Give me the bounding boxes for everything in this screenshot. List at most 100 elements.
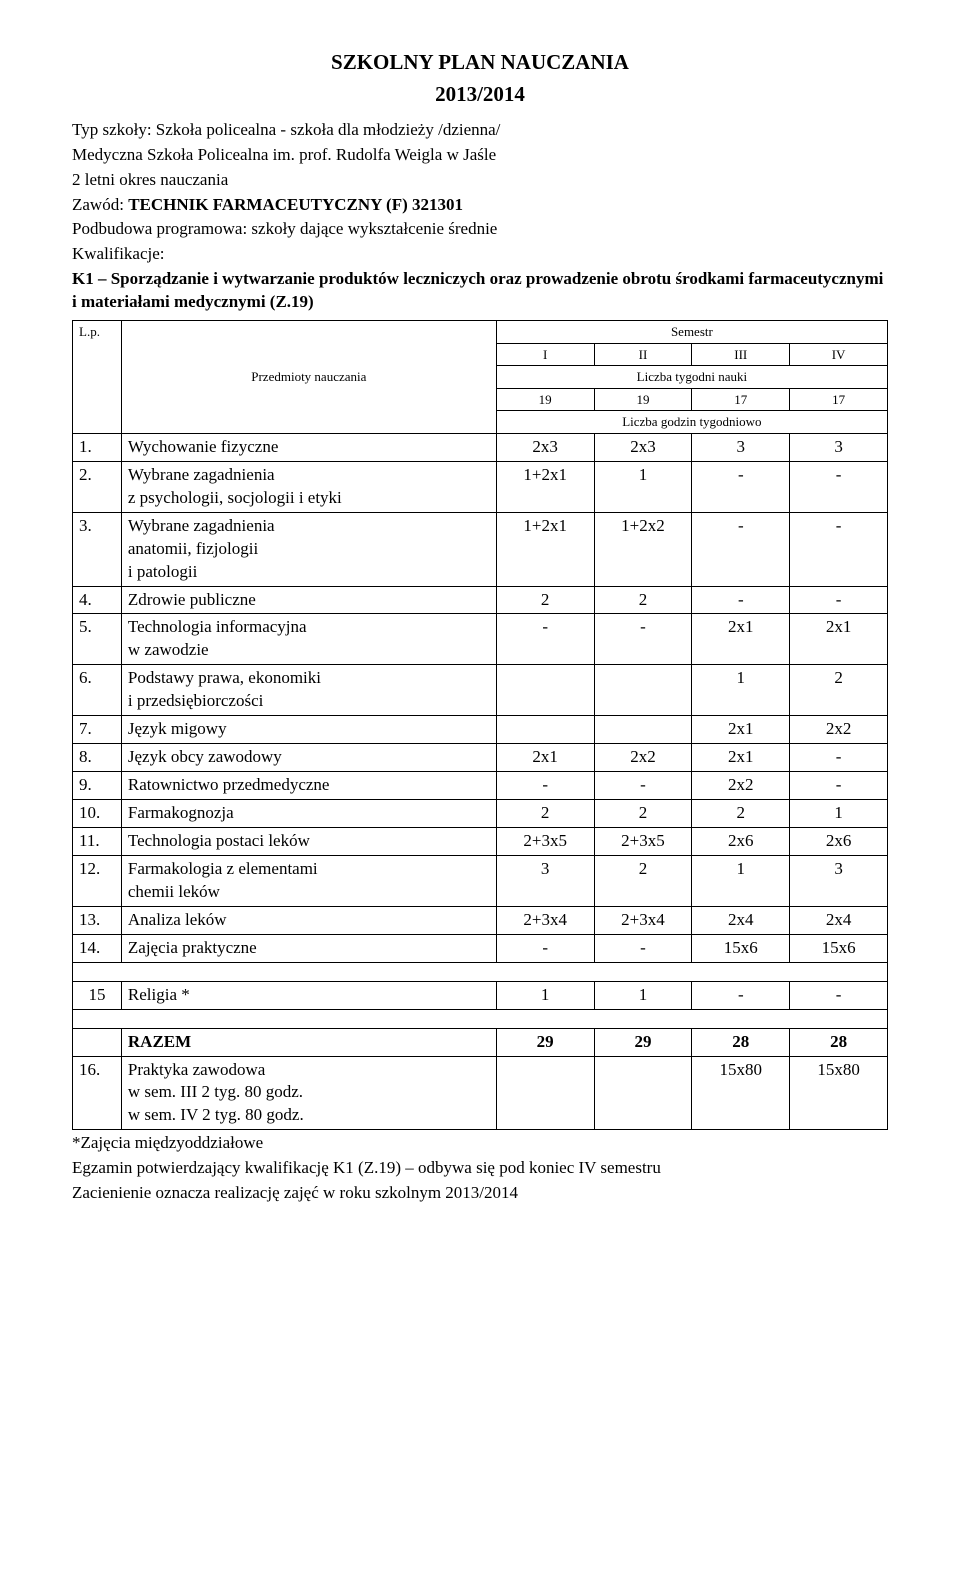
- row-subject: Podstawy prawa, ekonomiki i przedsiębior…: [121, 665, 496, 716]
- footer-2: Egzamin potwierdzający kwalifikację K1 (…: [72, 1157, 888, 1180]
- row-cell: 15x6: [790, 934, 888, 962]
- row-num: 1.: [73, 433, 122, 461]
- row-cell: 2x2: [692, 772, 790, 800]
- row-cell: 2x1: [692, 744, 790, 772]
- row-cell: 1+2x1: [496, 512, 594, 586]
- row-cell: 2: [594, 855, 692, 906]
- row-cell: 3: [496, 855, 594, 906]
- row-subject: Wybrane zagadnienia z psychologii, socjo…: [121, 461, 496, 512]
- row-cell: -: [790, 772, 888, 800]
- row-subject: Język obcy zawodowy: [121, 744, 496, 772]
- razem-name: RAZEM: [121, 1028, 496, 1056]
- razem-c1: 29: [496, 1028, 594, 1056]
- praktyka-row: 16. Praktyka zawodowa w sem. III 2 tyg. …: [73, 1056, 888, 1130]
- razem-c3: 28: [692, 1028, 790, 1056]
- row-cell: 3: [790, 855, 888, 906]
- weeks-label: Liczba tygodni nauki: [496, 366, 887, 389]
- weeks-3: 17: [692, 388, 790, 411]
- meta-line-1: Typ szkoły: Szkoła policealna - szkoła d…: [72, 119, 888, 142]
- meta-line-2: Medyczna Szkoła Policealna im. prof. Rud…: [72, 144, 888, 167]
- praktyka-c2: [594, 1056, 692, 1130]
- praktyka-c1: [496, 1056, 594, 1130]
- spacer-row: [73, 962, 888, 981]
- row-cell: 2x1: [692, 614, 790, 665]
- row-cell: 2: [692, 800, 790, 828]
- row-subject: Technologia informacyjna w zawodzie: [121, 614, 496, 665]
- row-cell: 1: [692, 855, 790, 906]
- table-row: 11.Technologia postaci leków2+3x52+3x52x…: [73, 827, 888, 855]
- row-cell: -: [790, 744, 888, 772]
- meta-line-7: K1 – Sporządzanie i wytwarzanie produktó…: [72, 268, 888, 314]
- row-cell: 1+2x1: [496, 461, 594, 512]
- row-num: 10.: [73, 800, 122, 828]
- sem-4: IV: [790, 343, 888, 366]
- row-num: 4.: [73, 586, 122, 614]
- razem-c4: 28: [790, 1028, 888, 1056]
- row-cell: -: [594, 772, 692, 800]
- row-cell: 3: [692, 433, 790, 461]
- row-cell: 1: [790, 800, 888, 828]
- footer-1: *Zajęcia międzyoddziałowe: [72, 1132, 888, 1155]
- row-cell: -: [790, 586, 888, 614]
- row-subject: Język migowy: [121, 716, 496, 744]
- table-row: 2.Wybrane zagadnienia z psychologii, soc…: [73, 461, 888, 512]
- table-row: 4.Zdrowie publiczne22--: [73, 586, 888, 614]
- table-row: 1.Wychowanie fizyczne2x32x333: [73, 433, 888, 461]
- weeks-1: 19: [496, 388, 594, 411]
- row-subject: Zajęcia praktyczne: [121, 934, 496, 962]
- weeks-4: 17: [790, 388, 888, 411]
- row-cell: 2x3: [594, 433, 692, 461]
- row-cell: -: [594, 614, 692, 665]
- row-subject: Technologia postaci leków: [121, 827, 496, 855]
- row-cell: 1: [692, 665, 790, 716]
- praktyka-num: 16.: [73, 1056, 122, 1130]
- row-subject: Farmakognozja: [121, 800, 496, 828]
- row-cell: 2: [496, 800, 594, 828]
- row-cell: -: [594, 934, 692, 962]
- row-num: 11.: [73, 827, 122, 855]
- row-num: 6.: [73, 665, 122, 716]
- col-subjects: Przedmioty nauczania: [121, 321, 496, 434]
- row-cell: 2: [790, 665, 888, 716]
- row-cell: 2+3x4: [594, 906, 692, 934]
- row-subject: Farmakologia z elementami chemii leków: [121, 855, 496, 906]
- sem-1: I: [496, 343, 594, 366]
- row-cell: 2+3x5: [594, 827, 692, 855]
- praktyka-c3: 15x80: [692, 1056, 790, 1130]
- row-num: 2.: [73, 461, 122, 512]
- row-cell: -: [496, 772, 594, 800]
- row-cell: 2: [594, 800, 692, 828]
- row-num: 7.: [73, 716, 122, 744]
- row-subject: Zdrowie publiczne: [121, 586, 496, 614]
- row-cell: 2x1: [790, 614, 888, 665]
- hours-label: Liczba godzin tygodniowo: [496, 411, 887, 434]
- praktyka-name: Praktyka zawodowa w sem. III 2 tyg. 80 g…: [121, 1056, 496, 1130]
- row-subject: Wybrane zagadnienia anatomii, fizjologii…: [121, 512, 496, 586]
- row-cell: -: [692, 461, 790, 512]
- religia-num: 15: [73, 981, 122, 1009]
- meta-zawod-label: Zawód:: [72, 195, 128, 214]
- row-cell: -: [692, 512, 790, 586]
- table-row: 13.Analiza leków2+3x42+3x42x42x4: [73, 906, 888, 934]
- razem-num: [73, 1028, 122, 1056]
- religia-name: Religia *: [121, 981, 496, 1009]
- row-cell: 2x3: [496, 433, 594, 461]
- row-cell: 3: [790, 433, 888, 461]
- spacer-row-2: [73, 1009, 888, 1028]
- razem-row: RAZEM 29 29 28 28: [73, 1028, 888, 1056]
- row-num: 12.: [73, 855, 122, 906]
- razem-c2: 29: [594, 1028, 692, 1056]
- row-cell: 1: [594, 461, 692, 512]
- row-cell: -: [692, 586, 790, 614]
- row-cell: 2x6: [692, 827, 790, 855]
- row-cell: 2: [496, 586, 594, 614]
- row-cell: 2x6: [790, 827, 888, 855]
- religia-c1: 1: [496, 981, 594, 1009]
- row-num: 8.: [73, 744, 122, 772]
- row-cell: 2x2: [790, 716, 888, 744]
- page-title: SZKOLNY PLAN NAUCZANIA: [72, 48, 888, 76]
- semestr-label: Semestr: [496, 321, 887, 344]
- row-cell: [594, 716, 692, 744]
- table-row: 9.Ratownictwo przedmedyczne--2x2-: [73, 772, 888, 800]
- row-cell: 2x1: [692, 716, 790, 744]
